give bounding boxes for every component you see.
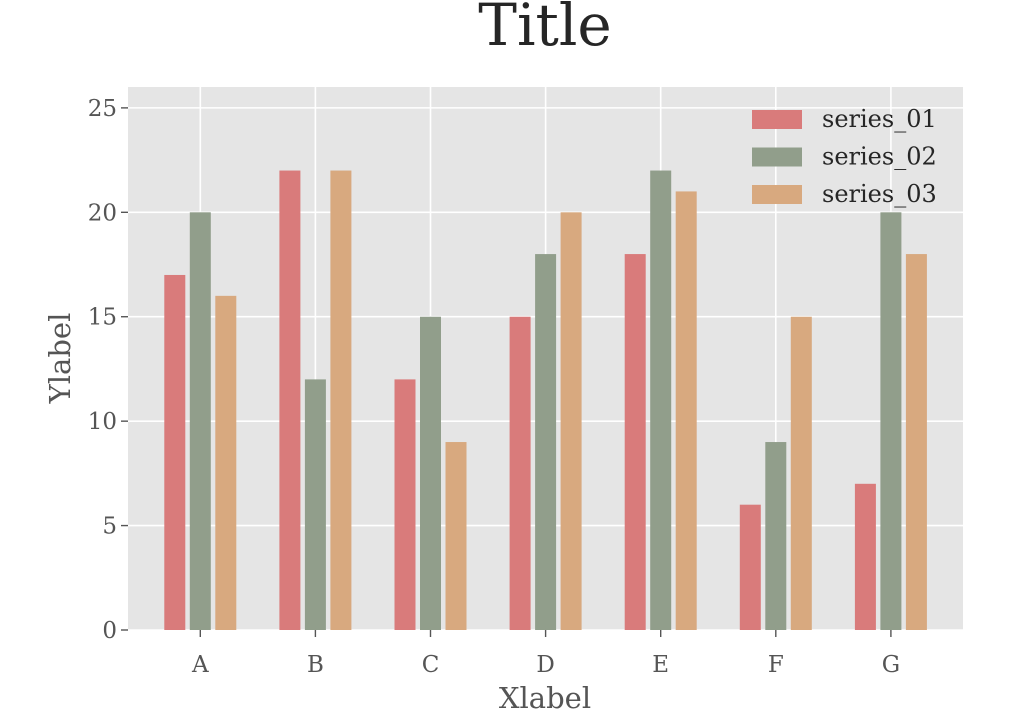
- x-tick-label: F: [768, 652, 784, 678]
- x-tick-label: G: [882, 652, 900, 678]
- legend-label: series_02: [822, 143, 937, 171]
- y-axis-ticks: 0 5 10 15 20 25: [88, 96, 128, 644]
- x-axis-ticks: A B C D E F G: [191, 630, 900, 678]
- y-tick-label: 0: [102, 618, 117, 644]
- y-tick-label: 25: [88, 96, 117, 122]
- bar-series_03-B: [330, 170, 352, 631]
- bar-series_03-F: [790, 316, 812, 630]
- y-tick-label: 5: [102, 514, 117, 540]
- y-tick-label: 20: [88, 200, 117, 226]
- chart-title: Title: [478, 0, 611, 59]
- bar-series_02-B: [304, 379, 326, 630]
- bar-series_02-C: [420, 316, 441, 630]
- legend: series_01 series_02 series_03: [752, 105, 937, 208]
- y-axis-label: Ylabel: [43, 313, 77, 405]
- bar-series_02-D: [535, 254, 557, 631]
- bars: [164, 170, 927, 631]
- bar-series_03-E: [675, 191, 697, 630]
- x-tick-label: E: [652, 652, 669, 678]
- legend-swatch: [752, 110, 802, 129]
- bar-series_01-C: [394, 379, 416, 630]
- bar-series_01-A: [164, 274, 186, 630]
- legend-swatch: [752, 185, 802, 204]
- bar-series_01-G: [854, 483, 876, 630]
- bar-series_03-A: [215, 295, 237, 630]
- bar-series_02-G: [880, 212, 902, 631]
- bar-series_02-A: [189, 212, 211, 631]
- x-tick-label: A: [191, 652, 209, 678]
- bar-series_01-B: [279, 170, 301, 631]
- legend-label: series_03: [822, 180, 937, 208]
- bar-series_01-D: [509, 316, 531, 630]
- bar-series_01-E: [624, 254, 646, 631]
- bar-series_02-E: [650, 170, 672, 631]
- bar-series_03-D: [560, 212, 582, 631]
- bar-series_02-F: [765, 442, 787, 630]
- x-tick-label: D: [536, 652, 554, 678]
- y-tick-label: 10: [88, 409, 117, 435]
- legend-label: series_01: [822, 105, 937, 133]
- bar-series_01-F: [739, 504, 761, 630]
- y-tick-label: 15: [88, 305, 117, 331]
- bar-series_03-C: [445, 442, 467, 630]
- bar-series_03-G: [905, 254, 927, 631]
- x-tick-label: B: [307, 652, 324, 678]
- x-tick-label: C: [422, 652, 440, 678]
- legend-swatch: [752, 147, 802, 167]
- x-axis-label: Xlabel: [499, 681, 591, 712]
